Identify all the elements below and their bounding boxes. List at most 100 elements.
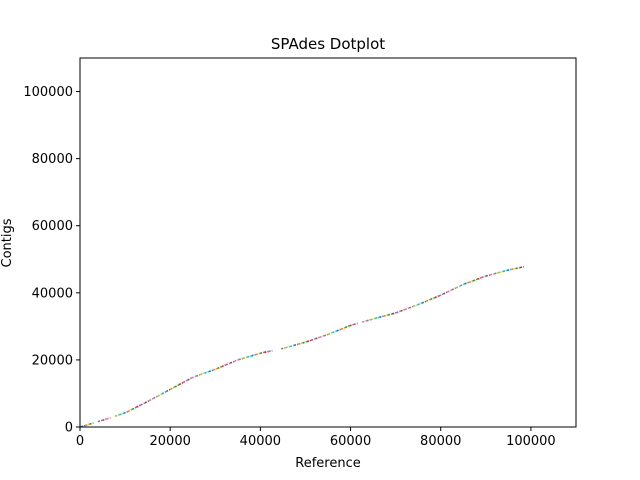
alignment-segment — [161, 391, 167, 395]
alignment-segment — [349, 323, 354, 327]
alignment-segment — [340, 326, 346, 331]
x-tick-label: 20000 — [150, 434, 191, 449]
alignment-segment — [451, 287, 457, 291]
plot-frame — [79, 57, 577, 428]
alignment-segment — [97, 419, 103, 423]
alignment-segment — [229, 360, 235, 364]
y-axis-label: Contigs — [0, 218, 15, 267]
alignment-segment — [101, 418, 107, 422]
x-tick-label: 0 — [76, 434, 84, 449]
alignment-segment — [140, 402, 145, 406]
alignment-segment — [246, 355, 252, 358]
alignment-segment — [464, 281, 469, 285]
alignment-segment — [455, 285, 461, 289]
alignment-segment — [378, 315, 384, 319]
alignment-segment — [438, 293, 444, 297]
alignment-segment — [135, 404, 141, 408]
alignment-segment — [152, 395, 158, 400]
alignment-segment — [400, 308, 405, 312]
alignment-segment — [89, 422, 94, 425]
y-tick-label: 60000 — [32, 219, 73, 234]
alignment-segment — [199, 372, 205, 376]
y-tick-label: 80000 — [32, 152, 73, 167]
alignment-segment — [293, 343, 299, 347]
alignment-segment — [434, 295, 439, 299]
alignment-segment — [511, 267, 516, 271]
alignment-segment — [425, 298, 431, 303]
alignment-segment — [289, 344, 294, 348]
x-tick-label: 100000 — [506, 434, 556, 449]
alignment-segment — [302, 340, 307, 344]
alignment-segment — [127, 408, 133, 413]
alignment-segment — [391, 312, 397, 315]
alignment-segment — [234, 359, 239, 363]
alignment-segment — [285, 345, 290, 349]
alignment-segment — [395, 310, 401, 314]
alignment-segment — [144, 400, 150, 404]
alignment-segment — [506, 268, 512, 272]
alignment-segment — [187, 377, 192, 381]
alignment-segment — [459, 283, 465, 287]
alignment-segment — [204, 370, 209, 374]
x-axis-label: Reference — [295, 456, 360, 471]
alignment-segment — [442, 291, 448, 295]
alignment-segment — [131, 406, 137, 411]
alignment-segment — [195, 373, 201, 377]
alignment-segment — [106, 416, 111, 420]
y-axis: 0 20000 40000 60000 80000 100000 — [23, 85, 80, 436]
alignment-segment — [336, 328, 341, 332]
alignment-segment — [370, 317, 375, 321]
alignment-segment — [174, 384, 180, 388]
alignment-segment — [468, 280, 473, 284]
alignment-segment — [412, 304, 418, 308]
alignment-segment — [157, 393, 163, 397]
alignment-segment — [323, 333, 329, 337]
alignment-segment — [119, 412, 124, 416]
alignment-segment — [361, 320, 367, 323]
alignment-segment — [353, 322, 358, 326]
alignment-segment — [225, 362, 231, 366]
alignment-segment — [178, 381, 184, 386]
x-axis: 0 20000 40000 60000 80000 100000 — [76, 427, 556, 449]
alignment-segment — [182, 379, 188, 384]
dotplot-marks — [80, 265, 525, 428]
alignment-segment — [519, 265, 525, 269]
alignment-segment — [114, 414, 120, 417]
x-tick-label: 80000 — [420, 434, 461, 449]
alignment-segment — [383, 314, 388, 317]
alignment-segment — [408, 305, 414, 309]
x-tick-label: 60000 — [330, 434, 371, 449]
alignment-segment — [123, 410, 128, 415]
alignment-segment — [476, 277, 482, 281]
alignment-segment — [498, 270, 503, 274]
alignment-segment — [216, 366, 222, 370]
y-tick-label: 40000 — [32, 286, 73, 301]
x-tick-label: 40000 — [240, 434, 281, 449]
alignment-segment — [306, 339, 312, 343]
alignment-segment — [472, 278, 478, 282]
alignment-segment — [251, 353, 256, 357]
alignment-segment — [212, 367, 218, 371]
alignment-segment — [255, 352, 260, 356]
alignment-segment — [374, 316, 380, 320]
alignment-segment — [481, 275, 486, 279]
alignment-segment — [298, 342, 303, 345]
alignment-segment — [310, 338, 316, 341]
alignment-segment — [485, 274, 490, 277]
alignment-segment — [170, 386, 175, 391]
alignment-segment — [259, 351, 265, 355]
alignment-segment — [366, 318, 371, 322]
alignment-segment — [430, 297, 435, 301]
alignment-segment — [332, 330, 337, 334]
alignment-segment — [242, 356, 248, 360]
alignment-segment — [387, 313, 392, 316]
alignment-segment — [315, 336, 320, 340]
alignment-segment — [515, 266, 520, 270]
alignment-segment — [404, 307, 410, 311]
alignment-segment — [238, 357, 243, 361]
alignment-segment — [489, 273, 495, 276]
alignment-segment — [502, 269, 508, 273]
alignment-segment — [84, 423, 90, 427]
alignment-segment — [417, 302, 422, 306]
